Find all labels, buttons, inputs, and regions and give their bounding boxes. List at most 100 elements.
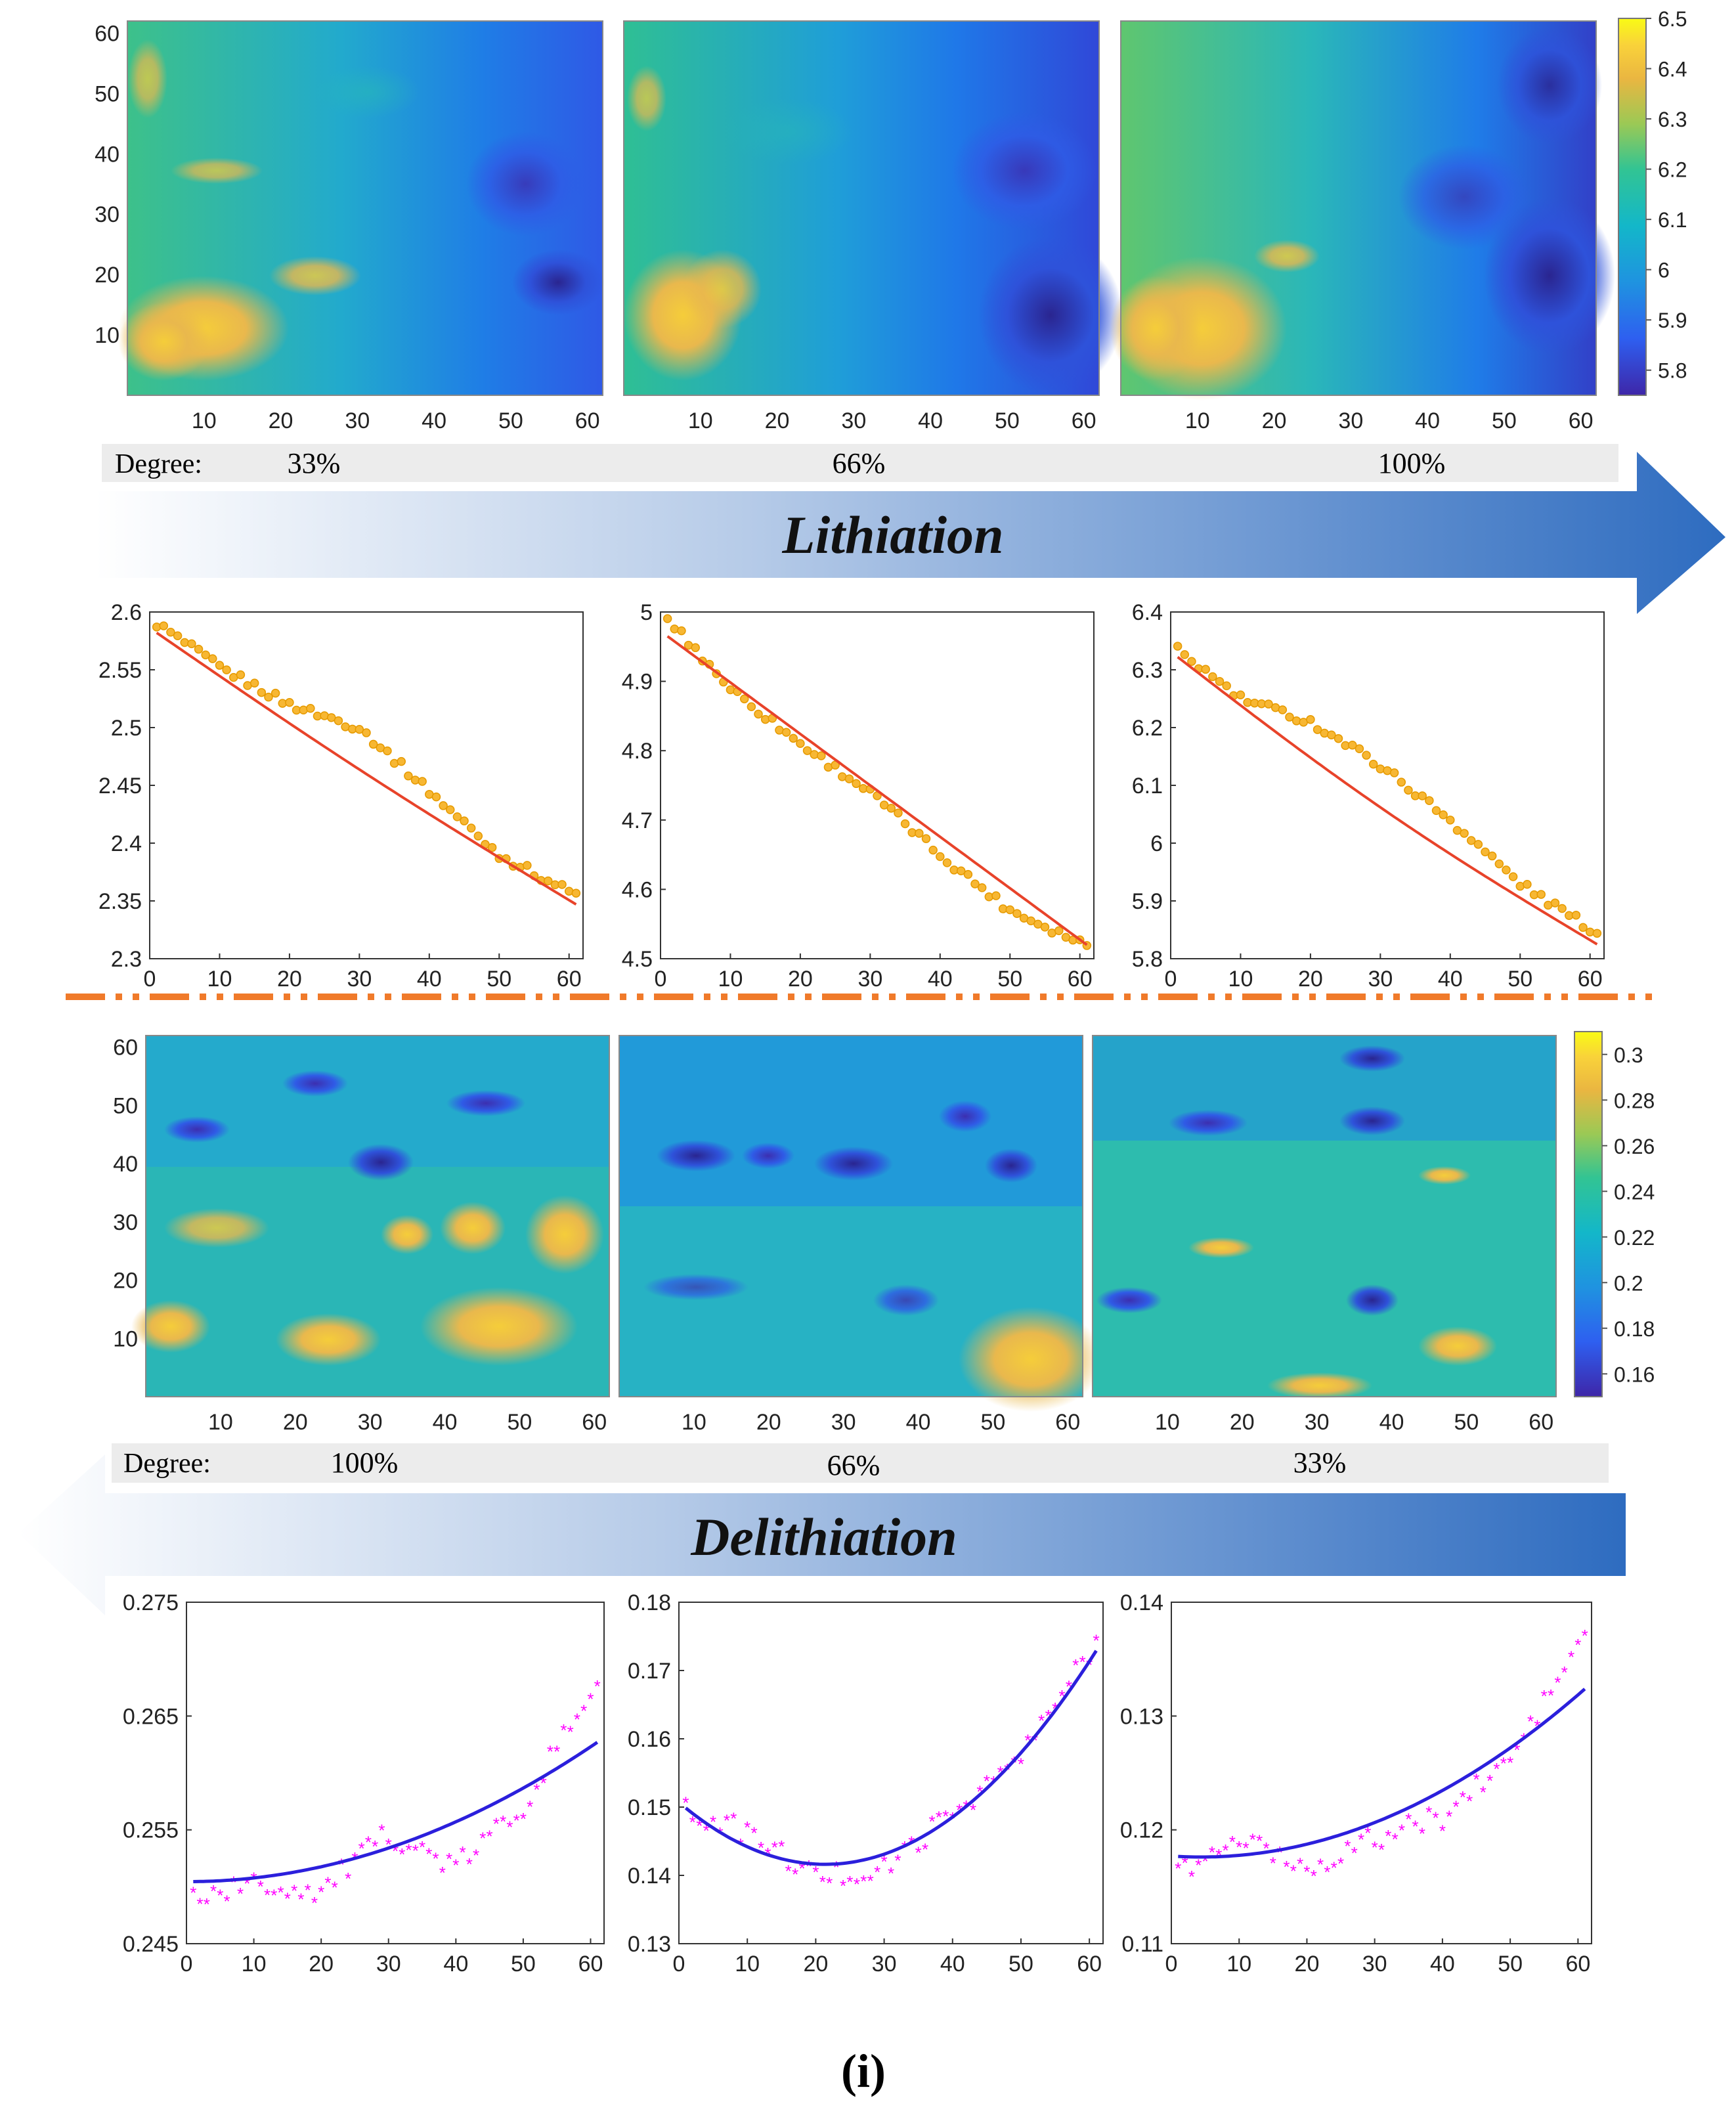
- fit-line: [666, 635, 1088, 946]
- data-point: [662, 614, 672, 623]
- data-point: *: [345, 1869, 351, 1889]
- map-y-tick-label: 20: [95, 263, 119, 288]
- data-point: *: [1276, 1843, 1283, 1862]
- map-x-tick-label: 40: [433, 1410, 458, 1435]
- map-x-tick-label: 20: [269, 408, 293, 433]
- delithiation-degree-66: 66%: [827, 1449, 880, 1481]
- data-point: *: [997, 1762, 1004, 1782]
- map-x-tick-label: 50: [1492, 408, 1517, 433]
- x-tick-label: 30: [1362, 1952, 1387, 1977]
- x-tick-label: 20: [1298, 967, 1323, 992]
- data-point: *: [1364, 1823, 1371, 1843]
- data-point: [1439, 810, 1448, 819]
- data-point: *: [1229, 1832, 1236, 1852]
- data-point: [1264, 699, 1273, 709]
- data-point: *: [419, 1837, 425, 1857]
- y-tick-label: 0.245: [123, 1932, 179, 1957]
- data-point: *: [210, 1881, 217, 1901]
- data-point: *: [867, 1871, 874, 1891]
- data-point: *: [915, 1843, 922, 1863]
- lithiation-plot-33: 0 10 20 30 40 50 60 2.6 2.55 2.5 2.45 2.4 2.35 2.3: [98, 600, 584, 992]
- data-point: *: [1358, 1830, 1364, 1850]
- data-point: [473, 831, 483, 841]
- data-point: [936, 852, 945, 862]
- data-point: *: [311, 1893, 318, 1913]
- data-point: [754, 709, 763, 719]
- data-point: *: [751, 1824, 758, 1843]
- lithiation-degree-33: 33%: [288, 447, 341, 479]
- lithiation-heatmap-100: [1110, 20, 1615, 401]
- data-point: *: [792, 1864, 798, 1884]
- x-tick-label: 50: [1498, 1952, 1523, 1977]
- data-point: *: [860, 1871, 867, 1891]
- map-x-tick-label: 30: [841, 408, 866, 433]
- data-point: *: [372, 1837, 378, 1856]
- y-tick-label: 2.5: [111, 716, 142, 741]
- colorbar-tick-label: 6: [1658, 259, 1670, 282]
- data-point: [677, 626, 686, 636]
- map-x-tick-label: 20: [1262, 408, 1287, 433]
- data-point: *: [1045, 1706, 1052, 1726]
- map-x-tick-label: 30: [345, 408, 370, 433]
- data-point: *: [1372, 1838, 1378, 1858]
- data-point: [1368, 760, 1378, 769]
- y-tick-label: 0.18: [628, 1590, 671, 1615]
- data-point: *: [1297, 1854, 1303, 1873]
- x-tick-label: 10: [718, 967, 743, 992]
- data-point: [1523, 880, 1532, 889]
- data-point: *: [881, 1852, 888, 1871]
- data-point: [915, 829, 924, 838]
- data-point: *: [1202, 1851, 1209, 1871]
- y-tick-label: 6.4: [1132, 600, 1163, 625]
- delithiation-colorbar: 0.3 0.28 0.26 0.24 0.22 0.2 0.18 0.16: [1574, 1031, 1655, 1397]
- data-point: [1466, 836, 1476, 845]
- data-point: [368, 739, 378, 749]
- y-tick-label: 0.12: [1120, 1818, 1163, 1843]
- x-tick-label: 60: [1578, 967, 1603, 992]
- data-point: *: [1290, 1862, 1297, 1881]
- data-point: *: [473, 1846, 479, 1866]
- y-tick-label: 4.7: [622, 808, 653, 833]
- data-point: *: [1311, 1866, 1317, 1886]
- y-tick-label: 4.5: [622, 947, 653, 972]
- data-point: *: [580, 1701, 587, 1721]
- map-y-tick-label: 50: [95, 81, 119, 106]
- y-tick-label: 0.16: [628, 1727, 671, 1752]
- map-x-tick-label: 40: [1379, 1410, 1404, 1435]
- map-x-tick-label: 30: [1305, 1410, 1330, 1435]
- y-tick-label: 5: [640, 600, 653, 625]
- data-point: *: [1072, 1655, 1079, 1675]
- data-point: [781, 728, 791, 737]
- map-x-tick-label: 30: [1338, 408, 1363, 433]
- data-point: [355, 725, 364, 734]
- map-x-tick-label: 60: [1072, 408, 1096, 433]
- data-point: *: [928, 1812, 935, 1831]
- data-point: [1487, 851, 1497, 861]
- map-x-tick-label: 10: [208, 1410, 233, 1435]
- data-point: *: [567, 1722, 574, 1741]
- delithiation-title: Delithiation: [690, 1507, 957, 1567]
- fit-line: [156, 632, 577, 906]
- data-point: *: [778, 1837, 785, 1856]
- map-x-tick-label: 60: [1569, 408, 1594, 433]
- data-point: *: [1527, 1711, 1534, 1731]
- data-point: *: [1513, 1740, 1520, 1760]
- x-tick-label: 50: [511, 1952, 536, 1977]
- delithiation-degree-bar: [112, 1443, 1609, 1483]
- data-point: *: [1344, 1836, 1351, 1856]
- data-point: *: [318, 1883, 324, 1902]
- x-tick-label: 40: [443, 1952, 468, 1977]
- data-point: *: [703, 1821, 710, 1841]
- data-point: [921, 834, 931, 843]
- data-point: [1313, 725, 1322, 734]
- delithiation-plot-66: 0 10 20 30 40 50 600.180.170.160.150.140.13** *…: [628, 1590, 1104, 1977]
- data-point: [431, 792, 441, 802]
- data-point: *: [553, 1742, 560, 1762]
- data-point: *: [1175, 1858, 1181, 1878]
- data-point: [159, 621, 169, 630]
- plot-frame: [1170, 611, 1605, 959]
- data-point: *: [1493, 1759, 1500, 1779]
- data-point: *: [204, 1894, 210, 1914]
- data-point: *: [1541, 1686, 1548, 1706]
- colorbar-tick-label: 0.24: [1614, 1180, 1655, 1204]
